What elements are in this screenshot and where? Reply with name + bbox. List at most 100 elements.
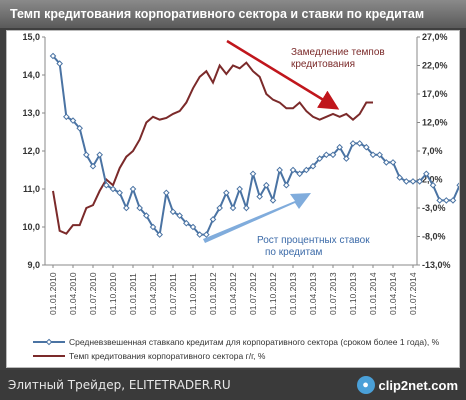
data-point [236, 185, 243, 193]
x-tick-label: 01.01.2014 [368, 272, 378, 315]
data-point [363, 143, 370, 151]
data-point [223, 189, 230, 197]
data-point [56, 60, 63, 67]
data-point [209, 216, 217, 223]
x-tick-label: 01.04.2014 [388, 272, 398, 315]
x-tick-label: 01.01.2013 [288, 272, 298, 315]
annotation-slowdown: Замедление темпов кредитования [291, 47, 385, 70]
data-point [156, 231, 163, 238]
y-left-tick-label: 14,0 [22, 70, 40, 80]
data-point [96, 151, 103, 159]
y-right-tick-label: -13,0% [422, 260, 451, 270]
legend-growth-label: Темп кредитования корпоративного сектора… [69, 351, 266, 361]
data-point [396, 174, 403, 181]
data-point [83, 151, 90, 159]
x-tick-label: 01.07.2013 [328, 272, 338, 315]
data-point [249, 170, 257, 178]
data-point [183, 219, 190, 227]
data-point [263, 181, 270, 189]
data-point [416, 178, 423, 185]
data-point [389, 159, 397, 166]
series-line [52, 61, 373, 235]
data-point [316, 155, 323, 162]
y-right-tick-label: -8,0% [422, 232, 446, 242]
data-point [303, 166, 310, 174]
red-trend-arrow [226, 39, 340, 110]
data-point [369, 151, 377, 159]
data-point [256, 193, 263, 200]
page-title: Темп кредитования корпоративного сектора… [0, 0, 466, 28]
clip2net-icon: ● [356, 376, 375, 394]
y-right-tick-label: 7,0% [422, 146, 443, 156]
x-tick-label: 01.10.2012 [268, 272, 278, 315]
legend-rate-label: Средневзвешенная ставкапо кредитам для к… [69, 337, 440, 347]
y-right-tick-label: 12,0% [422, 118, 448, 128]
data-point [76, 124, 83, 132]
data-point [409, 178, 417, 185]
data-point [289, 166, 297, 174]
data-point [423, 170, 430, 178]
y-right-tick-label: 17,0% [422, 89, 448, 99]
clip2net-label: clip2net.com [378, 377, 458, 393]
x-tick-label: 01.04.2011 [148, 273, 158, 315]
y-left-tick-label: 12,0 [22, 146, 40, 156]
x-tick-label: 01.01.2010 [48, 272, 58, 315]
data-point [376, 151, 383, 159]
series-line [52, 55, 459, 237]
y-left-tick-label: 10,0 [22, 222, 40, 232]
data-point [436, 197, 443, 204]
data-point [176, 212, 183, 219]
x-tick-label: 01.07.2011 [168, 273, 178, 315]
data-point [129, 185, 137, 193]
y-left-tick-label: 11,0 [23, 184, 40, 194]
x-tick-label: 01.07.2014 [408, 272, 418, 315]
data-point [429, 181, 437, 189]
data-point [323, 151, 330, 159]
chart-panel: 9,0 10,0 11,0 12,0 13,0 14,0 15,0 -13,0% -8,0% -3… [6, 30, 460, 368]
x-tick-label: 01.01.2012 [208, 272, 218, 315]
data-point [163, 189, 170, 197]
data-point [149, 223, 157, 231]
data-point [283, 181, 290, 189]
data-point [63, 113, 70, 121]
data-point [189, 223, 197, 231]
y-right-tick-label: -3,0% [422, 203, 446, 213]
x-tick-label: 01.04.2012 [228, 272, 238, 315]
y-left-tick-label: 9,0 [27, 260, 40, 270]
data-point [196, 231, 203, 238]
blue-trend-arrow [203, 193, 311, 243]
data-point [123, 204, 130, 212]
x-tick-label: 01.07.2012 [248, 272, 258, 315]
x-tick-label: 01.04.2010 [68, 272, 78, 315]
y-right-tick-label: 27,0% [422, 32, 448, 42]
x-tick-label: 01.04.2013 [308, 272, 318, 315]
data-point [309, 162, 317, 170]
data-point [136, 204, 143, 212]
data-point [356, 140, 363, 147]
chart-svg: 9,0 10,0 11,0 12,0 13,0 14,0 15,0 -13,0% -8,0% -3… [22, 32, 459, 361]
data-point [203, 231, 210, 238]
data-point [336, 143, 343, 151]
data-point [69, 117, 77, 124]
clip2net-logo[interactable]: ● clip2net.com [356, 374, 458, 396]
data-point [109, 185, 117, 193]
data-point [443, 197, 450, 204]
data-point [296, 170, 303, 178]
annotation-rate-growth: Рост процентных ставок по кредитам [257, 235, 370, 258]
data-point [89, 162, 97, 170]
data-point [269, 197, 277, 204]
data-point [449, 197, 457, 204]
data-point [276, 166, 283, 174]
x-tick-label: 01.01.2011 [128, 273, 138, 315]
x-tick-label: 01.07.2010 [88, 272, 98, 315]
data-point [343, 155, 350, 162]
y-right-tick-label: 22,0% [422, 61, 448, 71]
data-point [49, 52, 57, 60]
x-tick-label: 01.10.2013 [348, 272, 358, 315]
data-point [169, 208, 177, 216]
data-point [349, 140, 357, 147]
legend-rate-marker [45, 338, 53, 346]
data-point [456, 182, 459, 188]
x-tick-label: 01.10.2010 [108, 272, 118, 315]
